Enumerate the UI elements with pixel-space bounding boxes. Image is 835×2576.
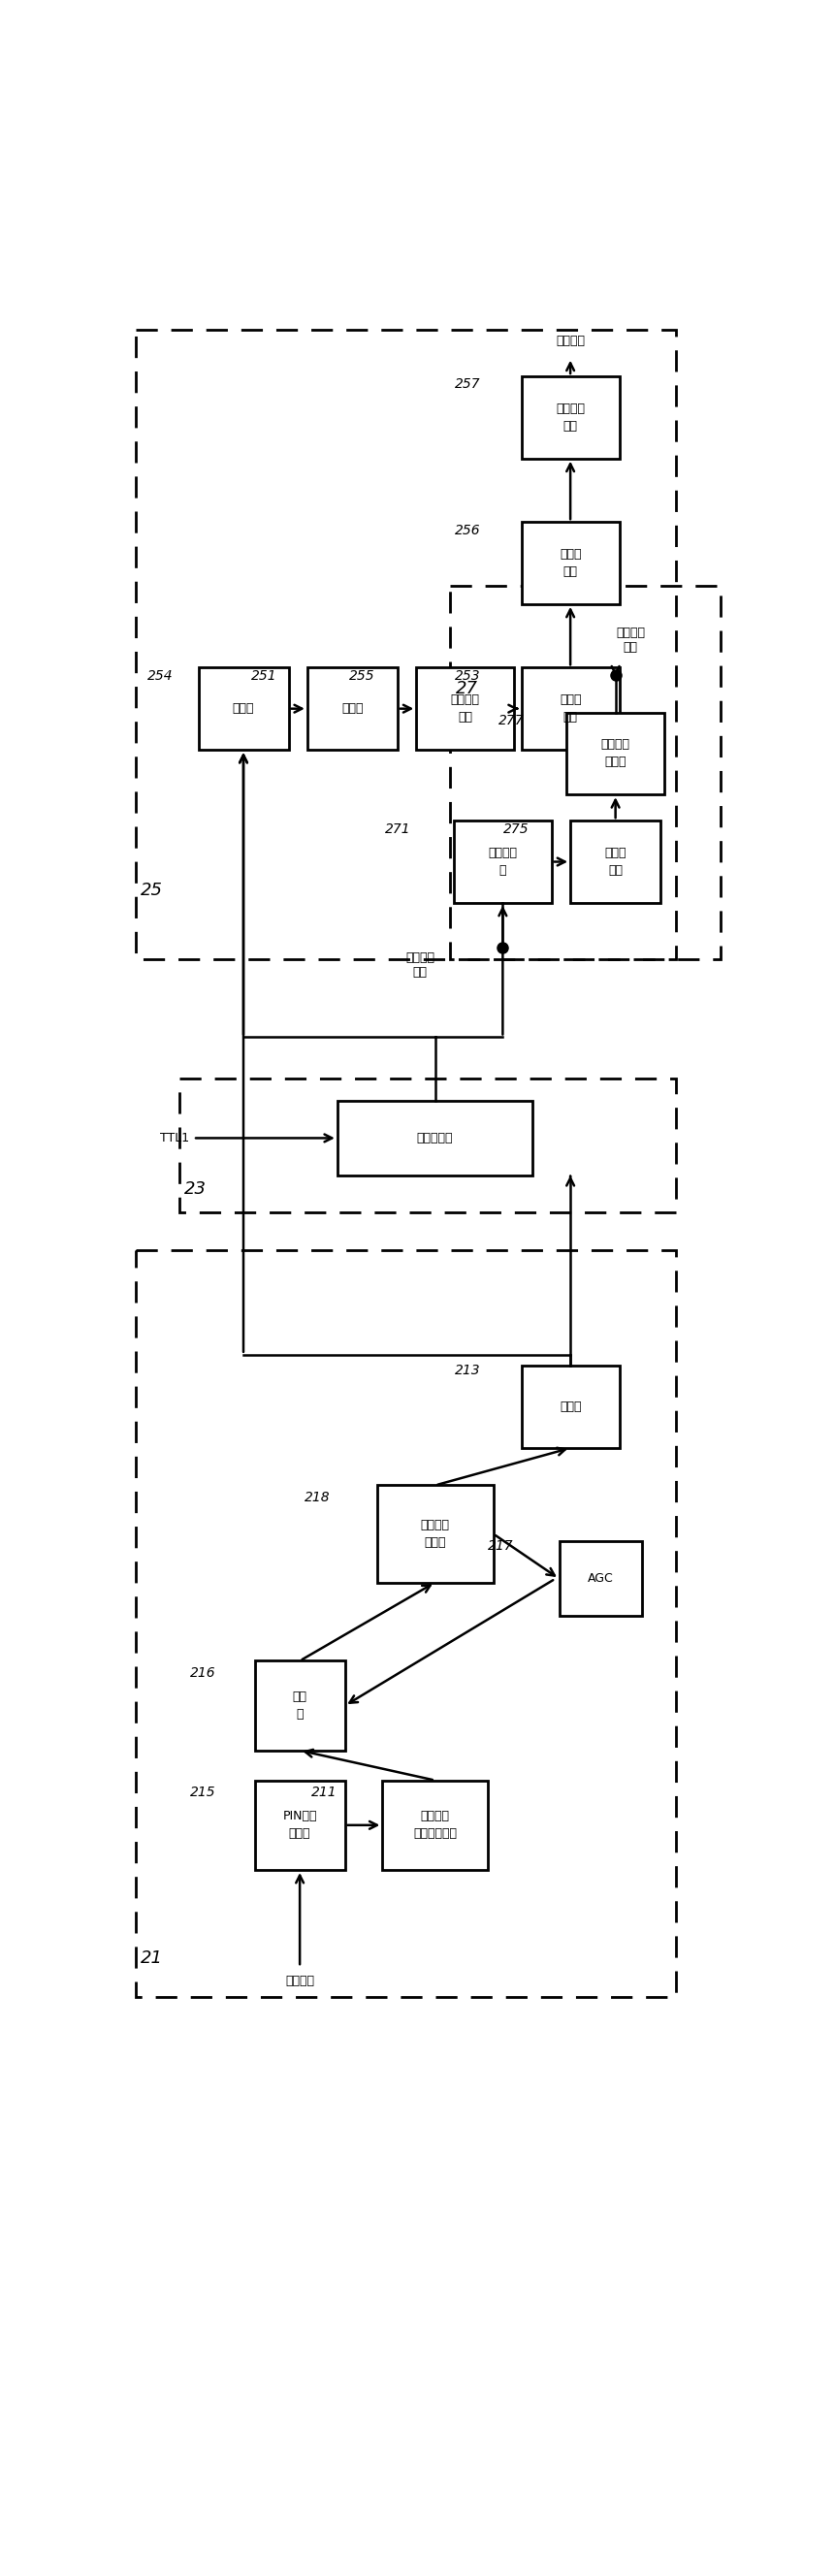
Text: 215: 215: [190, 1785, 215, 1798]
Text: PIN限幅
放大器: PIN限幅 放大器: [282, 1811, 317, 1839]
FancyBboxPatch shape: [522, 1365, 620, 1448]
Text: 217: 217: [488, 1538, 514, 1553]
Text: 275: 275: [504, 822, 529, 835]
Text: 第一检
波器: 第一检 波器: [559, 549, 581, 577]
Text: 257: 257: [454, 379, 480, 392]
Text: 27: 27: [456, 680, 478, 698]
FancyBboxPatch shape: [377, 1486, 493, 1582]
FancyBboxPatch shape: [567, 714, 665, 793]
FancyBboxPatch shape: [522, 376, 620, 459]
Text: 窄带检波
输出: 窄带检波 输出: [406, 951, 434, 979]
Text: 255: 255: [349, 670, 375, 683]
Text: 218: 218: [304, 1492, 330, 1504]
Text: 211: 211: [311, 1785, 337, 1798]
FancyBboxPatch shape: [255, 1662, 345, 1752]
Text: 23: 23: [184, 1180, 206, 1198]
Text: 中频放大
大器: 中频放大 大器: [451, 693, 479, 724]
FancyBboxPatch shape: [522, 667, 620, 750]
Text: 微波调谐
放大器: 微波调谐 放大器: [421, 1520, 449, 1548]
FancyBboxPatch shape: [255, 1780, 345, 1870]
FancyBboxPatch shape: [454, 822, 552, 902]
Text: 277: 277: [498, 714, 524, 726]
Bar: [136, 1249, 676, 1996]
Text: 选择性放
大器: 选择性放 大器: [556, 402, 584, 433]
Text: 25: 25: [140, 881, 163, 899]
Text: 宽带检波
输出: 宽带检波 输出: [616, 626, 645, 654]
Text: 254: 254: [148, 670, 174, 683]
Text: 本机振荡源: 本机振荡源: [417, 1131, 453, 1144]
Text: 放大器: 放大器: [559, 1401, 581, 1414]
FancyBboxPatch shape: [417, 667, 514, 750]
Text: 271: 271: [385, 822, 411, 835]
Text: 微波宽带
低噪声放大器: 微波宽带 低噪声放大器: [413, 1811, 457, 1839]
FancyBboxPatch shape: [570, 822, 660, 902]
Text: 宽带信号
放大器: 宽带信号 放大器: [601, 739, 630, 768]
FancyBboxPatch shape: [559, 1540, 642, 1615]
Text: 216: 216: [190, 1667, 215, 1680]
Text: 低通滤
波器: 低通滤 波器: [559, 693, 581, 724]
Text: 21: 21: [140, 1950, 163, 1968]
Text: 射频输入: 射频输入: [286, 1973, 314, 1986]
Text: TTL1: TTL1: [160, 1131, 190, 1144]
Text: 第二检
波器: 第二检 波器: [605, 848, 626, 876]
Text: 滤频器: 滤频器: [342, 703, 363, 716]
FancyBboxPatch shape: [382, 1780, 488, 1870]
Bar: [180, 1079, 676, 1213]
FancyBboxPatch shape: [522, 523, 620, 605]
FancyBboxPatch shape: [307, 667, 397, 750]
Bar: [136, 330, 676, 958]
Text: 251: 251: [251, 670, 277, 683]
Text: 合路
器: 合路 器: [292, 1690, 307, 1721]
Text: 253: 253: [454, 670, 480, 683]
Bar: [450, 585, 721, 958]
FancyBboxPatch shape: [199, 667, 289, 750]
Text: 第二混频
器: 第二混频 器: [488, 848, 517, 876]
Text: 波频输出: 波频输出: [556, 335, 584, 348]
Text: 混频器: 混频器: [232, 703, 255, 716]
Text: 256: 256: [454, 523, 480, 536]
Text: 213: 213: [454, 1363, 480, 1378]
FancyBboxPatch shape: [337, 1100, 533, 1175]
Text: AGC: AGC: [588, 1571, 614, 1584]
